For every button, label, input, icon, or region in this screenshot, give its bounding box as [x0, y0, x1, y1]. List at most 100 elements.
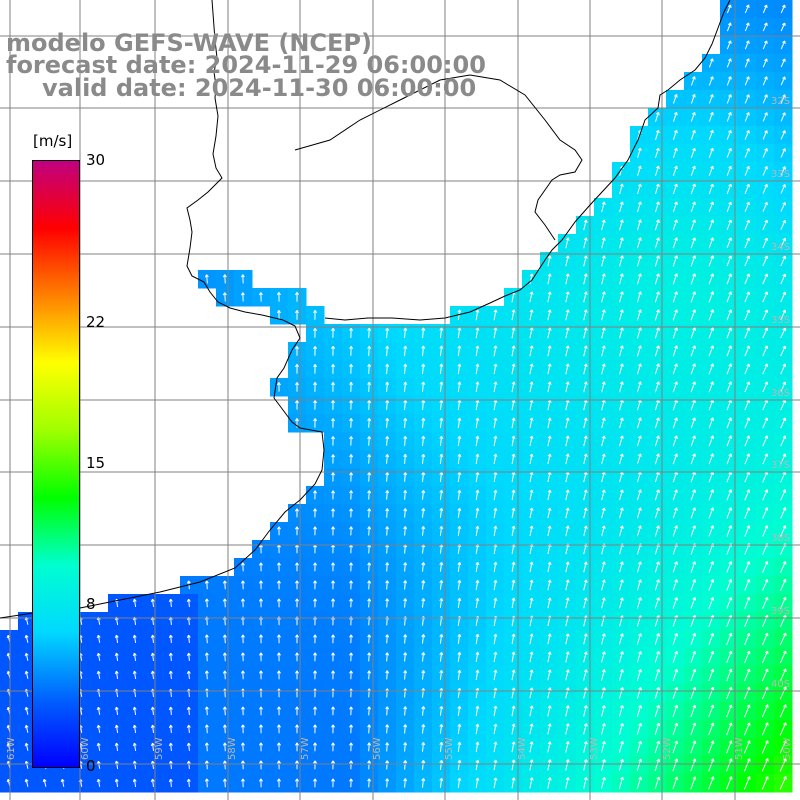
longitude-label: 57W — [300, 737, 311, 760]
wind-arrow — [708, 453, 714, 465]
wind-arrow — [331, 345, 336, 356]
wind-arrow — [475, 525, 480, 536]
wind-arrow — [529, 579, 534, 591]
wind-arrow — [601, 723, 606, 735]
wind-arrow — [601, 417, 606, 429]
wind-arrow — [547, 435, 552, 447]
wind-arrow — [708, 76, 714, 86]
wind-arrow — [421, 778, 426, 788]
wind-arrow — [132, 706, 137, 715]
latitude-label: 34S — [771, 242, 790, 253]
wind-arrow — [439, 759, 444, 770]
wind-arrow — [294, 634, 299, 644]
wind-arrow — [294, 598, 299, 608]
wind-arrow — [762, 453, 769, 465]
wind-arrow — [779, 722, 787, 736]
wind-arrow — [780, 183, 786, 194]
wind-arrow — [636, 758, 642, 772]
wind-arrow — [421, 363, 426, 375]
wind-arrow — [493, 507, 498, 518]
wind-arrow — [222, 274, 227, 284]
wind-arrow — [349, 472, 354, 482]
wind-arrow — [708, 94, 714, 104]
wind-arrow — [672, 489, 678, 501]
wind-arrow — [529, 525, 534, 537]
wind-arrow — [547, 507, 552, 519]
wind-arrow — [421, 508, 426, 518]
wind-arrow — [439, 597, 444, 608]
wind-arrow — [726, 255, 732, 267]
wind-arrow — [583, 255, 588, 267]
wind-arrow — [654, 237, 660, 249]
wind-arrow — [601, 327, 606, 339]
wind-arrow — [511, 687, 516, 699]
wind-arrow — [744, 255, 750, 267]
wind-arrow — [744, 686, 751, 700]
wind-arrow — [493, 561, 498, 572]
wind-arrow — [672, 417, 678, 429]
longitude-label: 55W — [444, 737, 455, 760]
wind-arrow — [313, 670, 318, 680]
wind-arrow — [421, 345, 426, 357]
wind-arrow — [672, 668, 679, 681]
wind-arrow — [403, 363, 408, 375]
wind-arrow — [744, 112, 750, 122]
wind-arrow — [636, 201, 642, 213]
wind-arrow — [619, 327, 624, 339]
wind-arrow — [708, 704, 715, 718]
wind-arrow — [475, 723, 480, 735]
wind-arrow — [168, 724, 173, 733]
wind-arrow — [744, 165, 750, 176]
wind-arrow — [42, 778, 47, 787]
wind-arrow — [726, 165, 732, 176]
wind-arrow — [780, 237, 786, 249]
wind-arrow — [529, 651, 534, 663]
wind-arrow — [276, 562, 281, 572]
wind-arrow — [403, 706, 408, 716]
wind-arrow — [475, 669, 480, 680]
wind-arrow — [493, 705, 498, 717]
wind-arrow — [762, 381, 769, 393]
wind-arrow — [565, 525, 570, 537]
wind-arrow — [618, 705, 624, 717]
wind-arrow — [258, 580, 263, 590]
wind-arrow — [690, 435, 696, 447]
wind-arrow — [601, 740, 606, 753]
wind-arrow — [708, 147, 714, 158]
wind-arrow — [619, 381, 624, 393]
wind-arrow — [403, 724, 408, 734]
wind-arrow — [294, 580, 299, 590]
wind-arrow — [204, 580, 209, 590]
wind-arrow — [222, 670, 227, 680]
wind-arrow — [204, 670, 209, 680]
wind-arrow — [457, 597, 462, 608]
wind-arrow — [313, 309, 318, 320]
wind-arrow — [313, 490, 318, 500]
wind-arrow — [565, 651, 570, 663]
wind-arrow — [421, 598, 426, 608]
wind-arrow — [744, 201, 750, 212]
wind-arrow — [204, 760, 209, 770]
wind-arrow — [565, 687, 570, 699]
wind-arrow — [636, 381, 642, 393]
wind-arrow — [726, 668, 733, 682]
wind-arrow — [762, 435, 769, 447]
wind-arrow — [349, 580, 354, 590]
wind-arrow — [367, 345, 372, 356]
wind-arrow — [762, 291, 769, 303]
wind-arrow — [654, 345, 660, 357]
wind-arrow — [762, 165, 768, 176]
wind-arrow — [762, 22, 768, 32]
wind-arrow — [762, 363, 769, 375]
wind-arrow — [690, 650, 697, 663]
wind-arrow — [654, 327, 660, 339]
wind-arrow — [457, 777, 462, 788]
wind-arrow — [636, 489, 642, 501]
wind-arrow — [132, 634, 137, 643]
wind-arrow — [240, 598, 245, 608]
wind-arrow — [403, 742, 408, 752]
wind-arrow — [276, 598, 281, 608]
wind-arrow — [780, 273, 787, 285]
wind-arrow — [690, 76, 696, 86]
wind-arrow — [385, 345, 390, 357]
